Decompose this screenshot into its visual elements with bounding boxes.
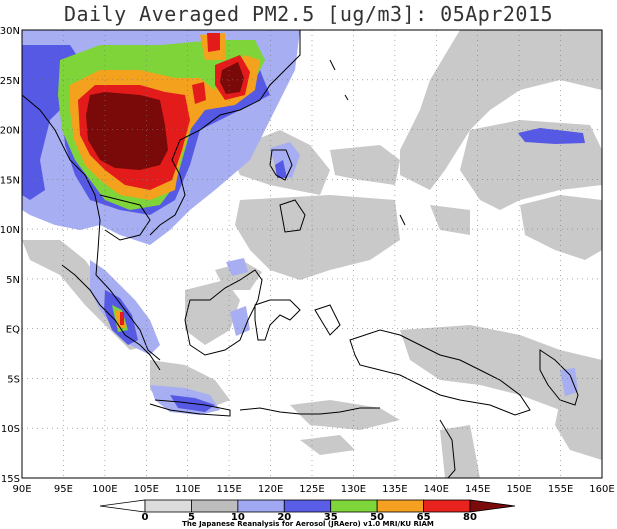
y-axis-ticks: 30N 25N 20N 15N 10N 5N EQ 5S 10S 15S <box>0 26 20 485</box>
y-tick-label: 5N <box>6 275 20 286</box>
y-tick-label: 10S <box>1 424 20 435</box>
colorbar-segment <box>144 499 192 513</box>
colorbar-level-label: 0 <box>142 512 149 523</box>
colorbar-segment <box>237 499 285 513</box>
colorbar-labels: 0 5 10 20 35 50 65 80 <box>142 512 477 523</box>
x-axis-ticks: 90E 95E 100E 105E 110E 115E 120E 125E 130E 135E 14… <box>12 484 614 495</box>
colorbar-segment <box>469 499 516 513</box>
x-tick-label: 145E <box>465 484 490 495</box>
y-tick-label: 10N <box>0 225 20 236</box>
colorbar-level-label: 20 <box>277 512 291 523</box>
x-tick-label: 105E <box>134 484 159 495</box>
y-tick-label: 15S <box>1 474 20 485</box>
x-tick-label: 160E <box>589 484 614 495</box>
map-title: Daily Averaged PM2.5 [ug/m3]: 05Apr2015 <box>63 2 554 26</box>
y-tick-label: 15N <box>0 175 20 186</box>
x-tick-label: 155E <box>548 484 573 495</box>
x-tick-label: 110E <box>175 484 200 495</box>
x-tick-label: 115E <box>216 484 241 495</box>
graticule <box>22 30 602 478</box>
colorbar-segment <box>99 499 146 513</box>
y-tick-label: 5S <box>7 374 20 385</box>
x-tick-label: 95E <box>54 484 73 495</box>
colorbar-segment <box>283 499 332 513</box>
colorbar <box>99 499 516 513</box>
x-tick-label: 130E <box>341 484 366 495</box>
y-tick-label: 20N <box>0 126 20 137</box>
colorbar-level-label: 10 <box>231 512 245 523</box>
x-tick-label: 135E <box>382 484 407 495</box>
x-tick-label: 140E <box>424 484 449 495</box>
x-tick-label: 125E <box>299 484 324 495</box>
y-tick-label: EQ <box>6 325 20 336</box>
y-tick-label: 25N <box>0 76 20 87</box>
x-tick-label: 100E <box>92 484 117 495</box>
colorbar-level-label: 35 <box>324 512 338 523</box>
y-tick-label: 30N <box>0 26 20 37</box>
x-tick-label: 90E <box>12 484 31 495</box>
colorbar-segment <box>191 499 239 513</box>
colorbar-level-label: 65 <box>417 512 431 523</box>
colorbar-segment <box>376 499 424 513</box>
colorbar-segment <box>423 499 471 513</box>
x-tick-label: 150E <box>506 484 531 495</box>
map-frame <box>21 29 603 479</box>
colorbar-level-label: 80 <box>463 512 477 523</box>
credit-text: The Japanese Reanalysis for Aerosol (JRA… <box>182 520 434 528</box>
x-tick-label: 120E <box>258 484 283 495</box>
colorbar-segment <box>330 499 378 513</box>
colorbar-level-label: 50 <box>370 512 384 523</box>
colorbar-level-label: 5 <box>188 512 195 523</box>
pm25-shading <box>22 30 602 478</box>
coastlines <box>22 30 579 478</box>
